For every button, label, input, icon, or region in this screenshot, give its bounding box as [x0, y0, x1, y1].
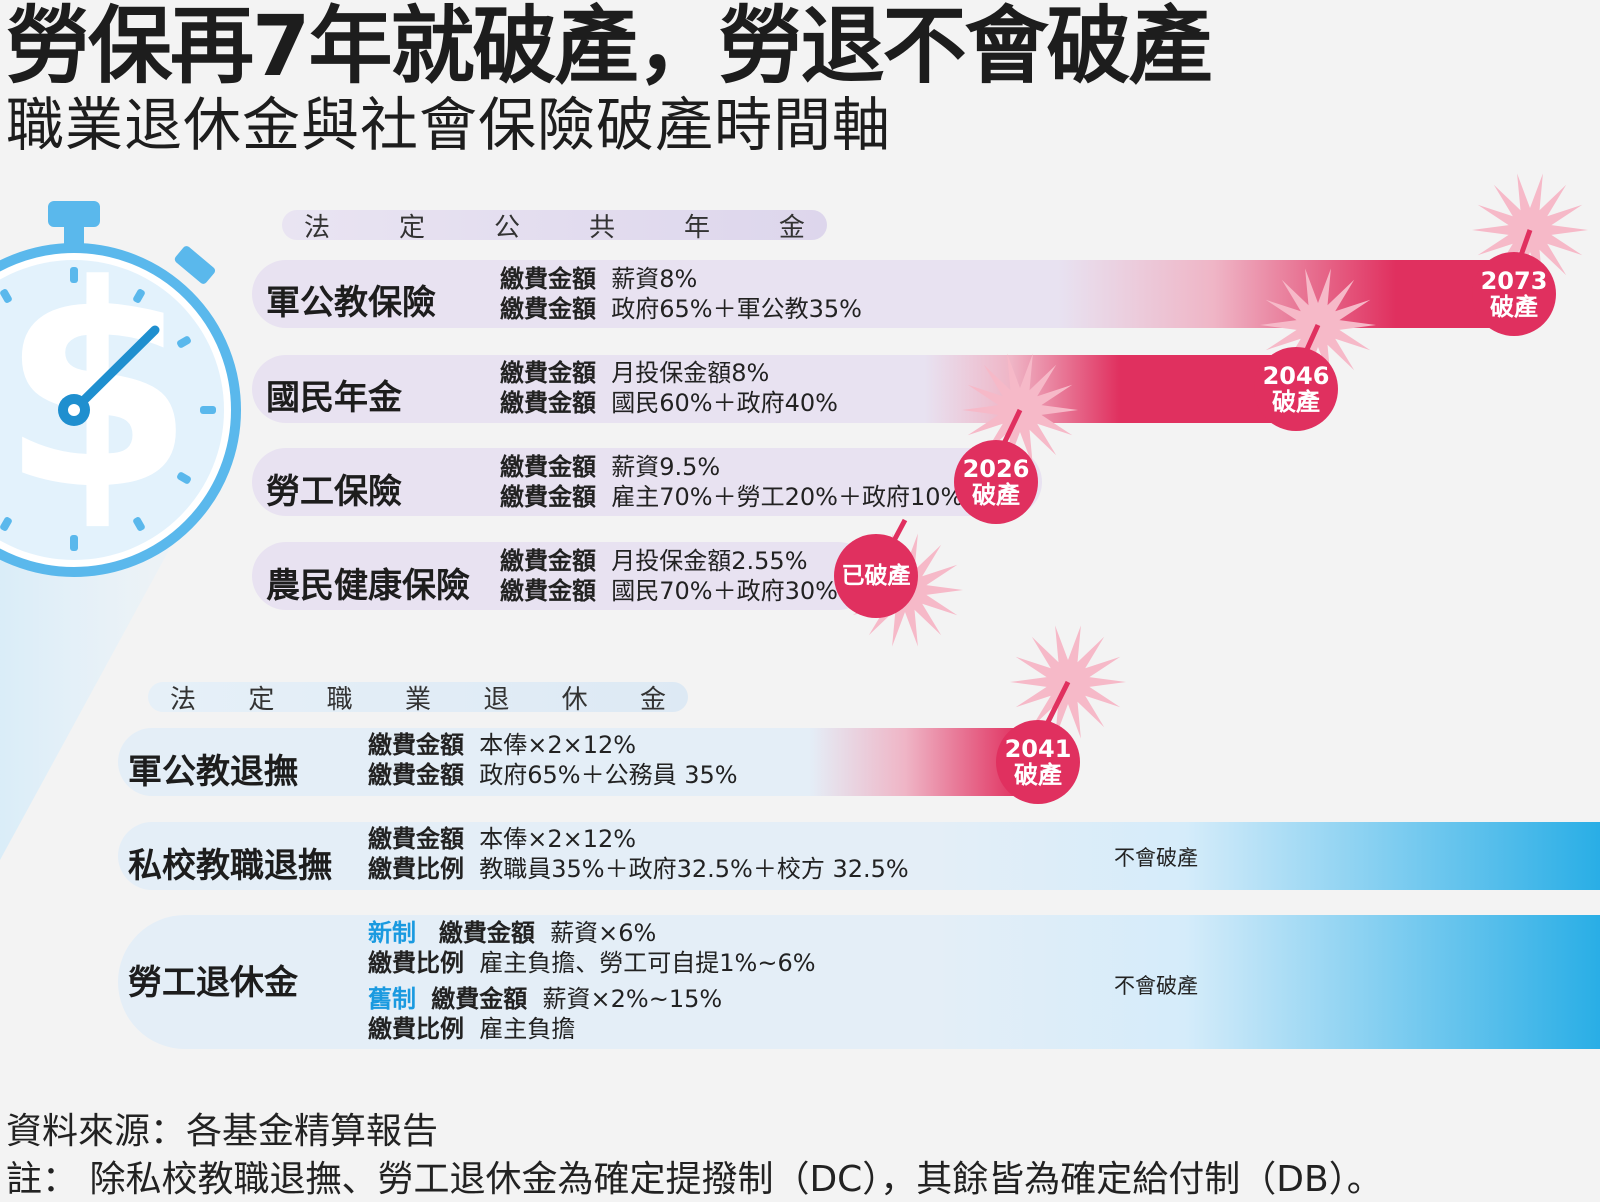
row-national-pension	[252, 355, 1337, 423]
row-detail: 繳費金額 月投保金額8% 繳費金額 國民60%＋政府40%	[500, 359, 838, 417]
row-detail: 新制 繳費金額 薪資×6% 繳費比例 雇主負擔、勞工可自提1%~6% 舊制 繳費…	[368, 919, 816, 1043]
footnote: 註： 除私校教職退撫、勞工退休金為確定提撥制（DC），其餘皆為確定給付制（DB）…	[6, 1159, 1383, 1200]
row-name: 軍公教退撫	[128, 752, 298, 792]
row-private-school-retirement	[118, 822, 1600, 890]
stopwatch-icon: $	[0, 201, 241, 577]
row-name: 軍公教保險	[266, 283, 436, 323]
row-detail: 繳費金額 月投保金額2.55% 繳費金額 國民70%＋政府30%	[500, 547, 838, 605]
status-no-bankruptcy: 不會破產	[1114, 846, 1198, 870]
burst-2041-fuse	[1045, 680, 1071, 724]
row-detail: 繳費金額 薪資9.5% 繳費金額 雇主70%＋勞工20%＋政府10%	[500, 453, 964, 511]
bankruptcy-badge-2026: 2026 破產	[954, 440, 1038, 524]
row-name: 國民年金	[266, 378, 402, 418]
row-labor-insurance	[252, 448, 1042, 516]
section-header-public-pension: 法 定 公 共 年 金	[282, 210, 827, 243]
bankruptcy-badge-2073: 2073 破產	[1472, 252, 1556, 336]
row-military-retirement	[118, 728, 1078, 796]
row-name: 私校教職退撫	[128, 846, 332, 886]
status-no-bankruptcy: 不會破產	[1114, 974, 1198, 998]
section-header-occupational-pension: 法 定 職 業 退 休 金	[148, 682, 688, 715]
row-name: 農民健康保險	[266, 566, 470, 606]
row-detail: 繳費金額 本俸×2×12% 繳費金額 政府65%＋公務員 35%	[368, 731, 738, 789]
row-name: 勞工保險	[266, 472, 402, 512]
row-labor-pension	[118, 915, 1600, 1049]
bankruptcy-badge-2041: 2041 破產	[996, 720, 1080, 804]
bankruptcy-badge-already: 已破產	[834, 534, 918, 618]
page-title: 勞保再7年就破產，勞退不會破產	[6, 0, 1212, 95]
new-system-tag: 新制	[368, 919, 416, 947]
row-detail: 繳費金額 薪資8% 繳費金額 政府65%＋軍公教35%	[500, 265, 862, 323]
old-system-tag: 舊制	[368, 985, 416, 1013]
bankruptcy-badge-2046: 2046 破產	[1254, 347, 1338, 431]
page-subtitle: 職業退休金與社會保險破產時間軸	[6, 91, 892, 159]
row-farmer-insurance	[252, 542, 872, 610]
row-name: 勞工退休金	[128, 963, 298, 1003]
row-detail: 繳費金額 本俸×2×12% 繳費比例 教職員35%＋政府32.5%＋校方 32.…	[368, 825, 909, 883]
source-note: 資料來源：各基金精算報告	[6, 1111, 439, 1152]
